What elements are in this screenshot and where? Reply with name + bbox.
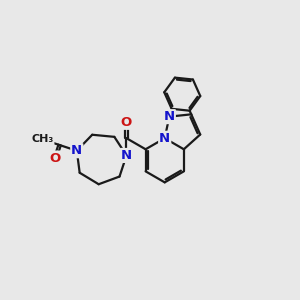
Text: CH₃: CH₃	[31, 134, 54, 144]
Text: O: O	[50, 152, 61, 164]
Text: N: N	[71, 144, 82, 157]
Text: O: O	[121, 116, 132, 129]
Text: N: N	[121, 149, 132, 162]
Text: N: N	[164, 110, 175, 123]
Text: N: N	[159, 132, 170, 145]
